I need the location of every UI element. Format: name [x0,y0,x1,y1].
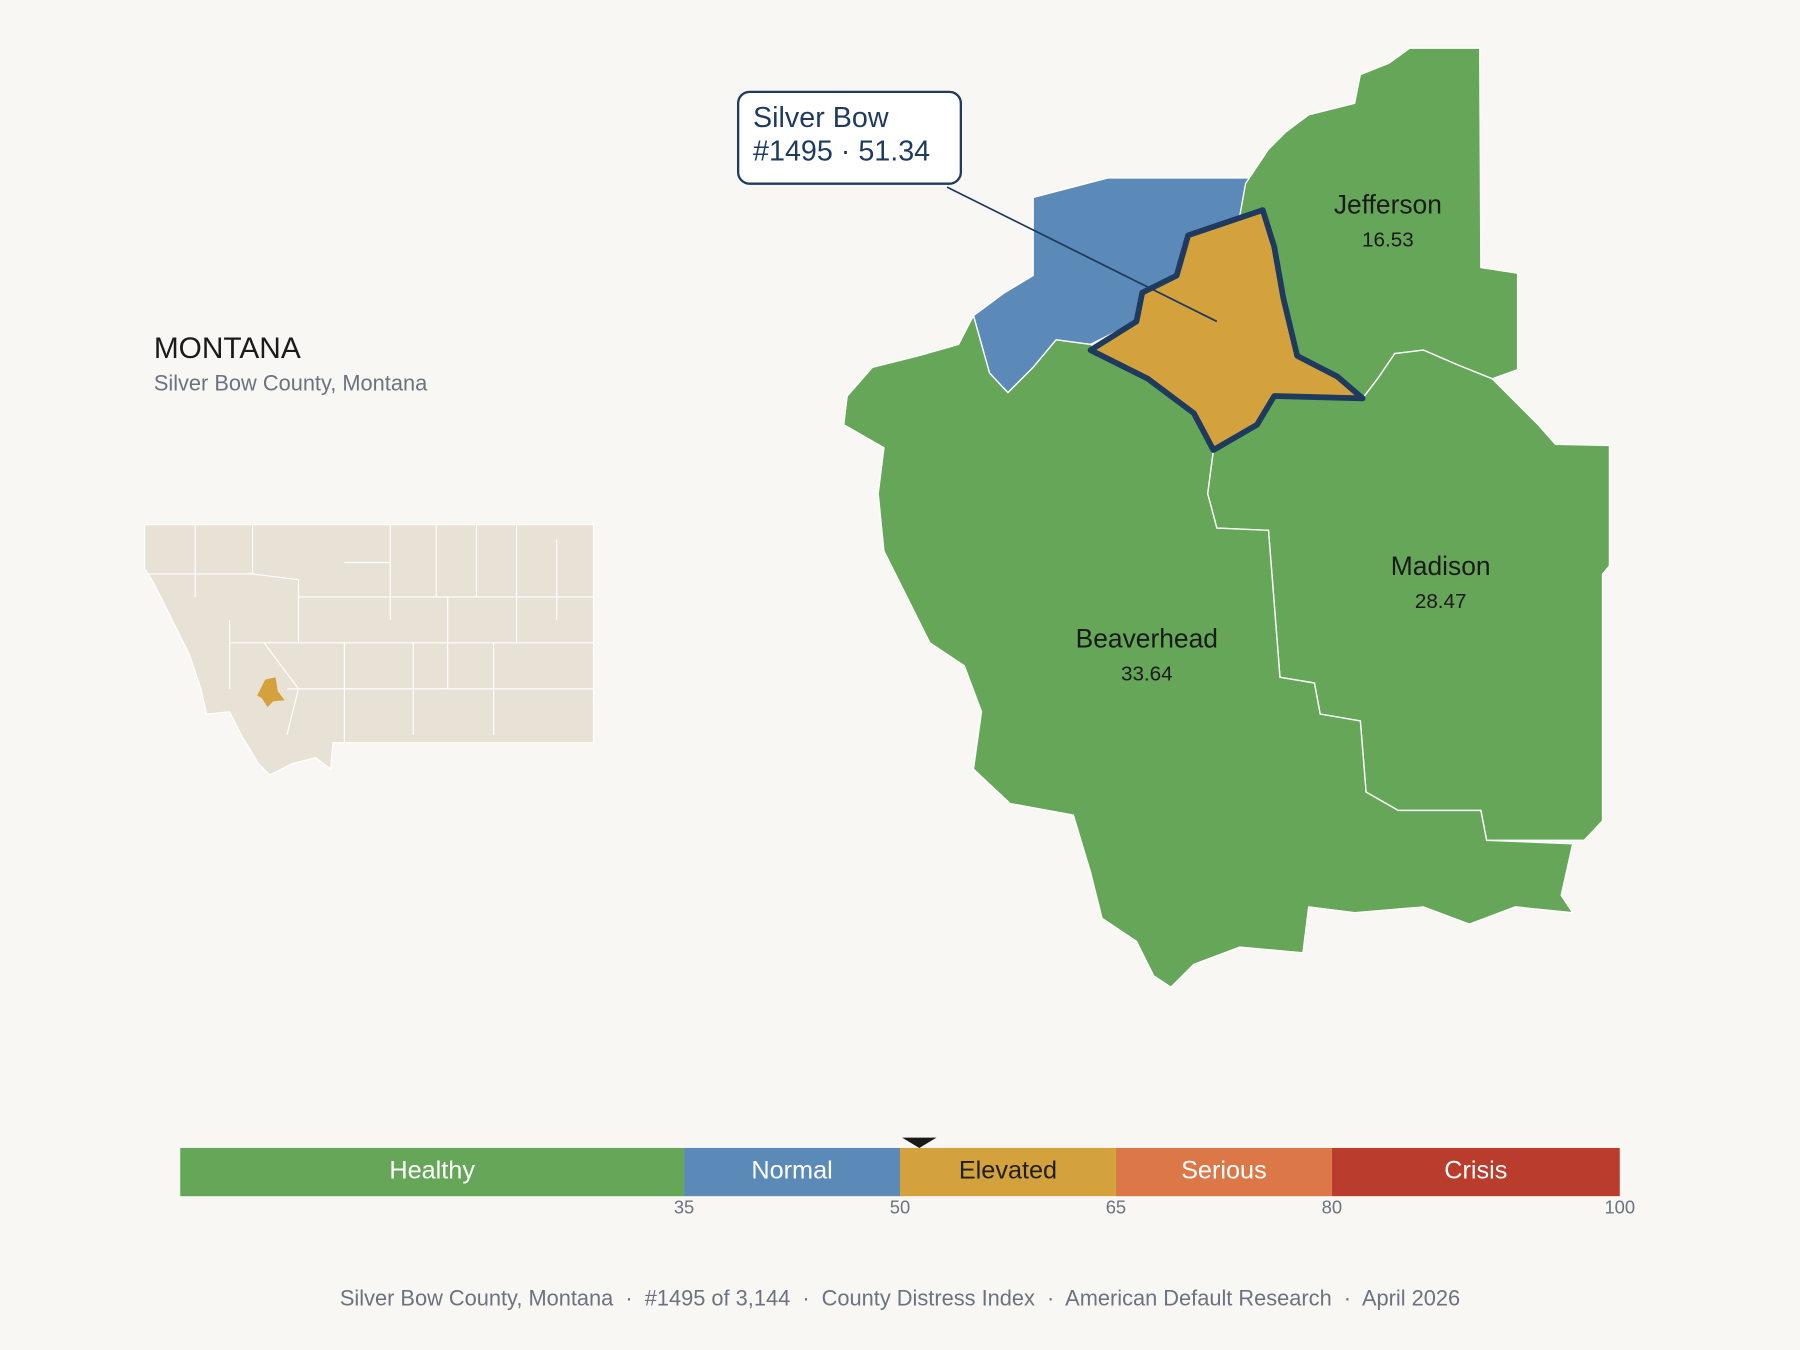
scale-band [180,1147,685,1197]
county-name: Beaverhead [1076,624,1218,654]
inset-highlight [257,677,285,708]
callout-box [736,90,962,185]
scale-tick-label: 35 [674,1197,694,1218]
state-inset [144,524,595,776]
scale-band [1115,1147,1332,1197]
scale-band-label: Crisis [1444,1157,1507,1185]
scale-tick-label: 100 [1604,1197,1635,1218]
scale-band [900,1147,1116,1197]
scale-tick-label: 50 [890,1197,910,1218]
footer: Silver Bow County, Montana · #1495 of 3,… [340,1285,1460,1310]
scale-band-label: Normal [751,1157,832,1185]
state-title: MONTANA [154,332,301,365]
scale-band-label: Serious [1181,1157,1267,1185]
county-map: Jefferson 16.53 Madison 28.47 Beaverhead 33.6… [843,47,1611,989]
callout: Silver Bow #1495 · 51.34 [736,90,1218,323]
county-name: Madison [1391,551,1491,581]
subtitle: Silver Bow County, Montana [154,370,428,395]
scale-tick-label: 80 [1322,1197,1342,1218]
county-value: 16.53 [1362,229,1414,252]
highlighted-county [1087,207,1366,453]
callout-detail: #1495 · 51.34 [753,135,930,167]
scale: Healthy Normal Elevated Serious Crisis 35 50 65… [180,1137,1635,1218]
callout-leader [946,186,1218,323]
scale-band-label: Healthy [389,1157,475,1185]
county [843,313,1575,989]
county-name: Jefferson [1334,190,1442,220]
scale-band-label: Elevated [959,1157,1057,1185]
scale-band [1331,1147,1620,1197]
callout-name: Silver Bow [753,102,889,134]
county-value: 33.64 [1121,662,1173,685]
county-value: 28.47 [1415,590,1467,613]
score-marker [902,1137,937,1148]
scale-band [684,1147,900,1197]
scale-tick-label: 65 [1106,1197,1126,1218]
